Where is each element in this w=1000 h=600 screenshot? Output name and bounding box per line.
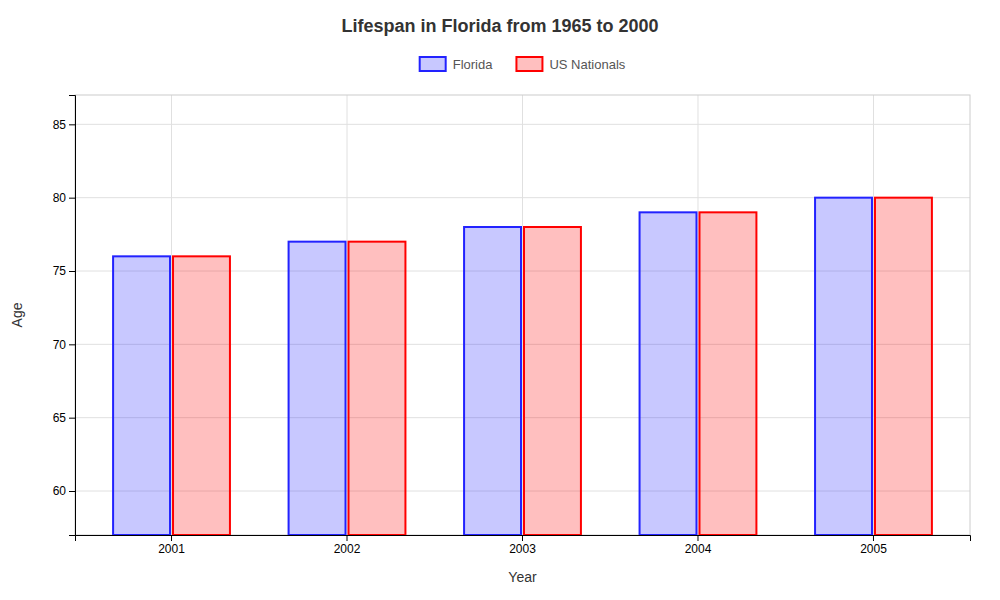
x-axis-line [76, 536, 971, 542]
y-tick-mark [69, 124, 75, 125]
y-tick-label: 60 [53, 484, 67, 498]
bar [699, 212, 756, 535]
bar [524, 227, 581, 535]
x-tick-label: 2005 [860, 542, 887, 556]
chart-title: Lifespan in Florida from 1965 to 2000 [341, 16, 658, 36]
y-tick-mark [69, 198, 75, 199]
x-tick-mark [697, 535, 698, 541]
legend-swatch [516, 57, 542, 71]
x-tick-label: 2002 [334, 542, 361, 556]
y-tick: 80 [53, 191, 75, 205]
chart-svg: 2001 2002 2003 2004 2005 60 65 70 75 80 85 Year Age L… [0, 0, 1000, 600]
y-axis: 60 65 70 75 80 85 [53, 96, 76, 536]
bar-series [113, 198, 872, 535]
plot-frame [75, 95, 970, 535]
legend-label: US Nationals [549, 57, 625, 72]
x-grid-line [873, 95, 874, 535]
y-tick: 85 [53, 118, 75, 132]
y-tick-mark [69, 418, 75, 419]
legend-label: Florida [453, 57, 494, 72]
bar [113, 256, 170, 535]
x-tick-mark [347, 535, 348, 541]
x-grid-line [171, 95, 172, 535]
bar [464, 227, 521, 535]
bar [815, 198, 872, 535]
bar [875, 198, 932, 535]
y-tick: 75 [53, 264, 75, 278]
x-tick: 2004 [685, 535, 712, 556]
x-tick-label: 2001 [158, 542, 185, 556]
x-tick-mark [171, 535, 172, 541]
plot-area: 2001 2002 2003 2004 2005 60 65 70 75 80 85 [53, 95, 971, 556]
legend: Florida US Nationals [420, 57, 626, 72]
bar [349, 242, 406, 535]
bar-series [173, 198, 932, 535]
x-tick-mark [522, 535, 523, 541]
x-tick: 2005 [860, 535, 887, 556]
x-grid-line [522, 95, 523, 535]
y-tick: 70 [53, 338, 75, 352]
y-tick-mark [69, 491, 75, 492]
x-grid-line [347, 95, 348, 535]
x-axis-title: Year [508, 569, 537, 585]
y-tick-label: 70 [53, 338, 67, 352]
y-tick-mark [69, 271, 75, 272]
legend-swatch [420, 57, 446, 71]
bar [640, 212, 697, 535]
x-tick: 2002 [334, 535, 361, 556]
x-tick: 2001 [158, 535, 185, 556]
x-grid-line [697, 95, 698, 535]
x-tick: 2003 [509, 535, 536, 556]
x-tick-label: 2003 [509, 542, 536, 556]
y-tick: 65 [53, 411, 75, 425]
bar [289, 242, 346, 535]
y-tick-mark [69, 344, 75, 345]
x-tick-mark [873, 535, 874, 541]
legend-item: Florida [420, 57, 494, 72]
x-tick-label: 2004 [685, 542, 712, 556]
bar [173, 256, 230, 535]
y-axis-line [69, 96, 76, 536]
chart-container: 2001 2002 2003 2004 2005 60 65 70 75 80 85 Year Age L… [0, 0, 1000, 600]
y-tick-label: 80 [53, 191, 67, 205]
y-tick-label: 65 [53, 411, 67, 425]
grid [75, 95, 970, 535]
x-axis: 2001 2002 2003 2004 2005 [76, 535, 971, 556]
bars [113, 198, 932, 535]
y-tick: 60 [53, 484, 75, 498]
y-axis-title: Age [9, 302, 25, 327]
y-tick-label: 85 [53, 118, 67, 132]
y-tick-label: 75 [53, 264, 67, 278]
legend-item: US Nationals [516, 57, 625, 72]
